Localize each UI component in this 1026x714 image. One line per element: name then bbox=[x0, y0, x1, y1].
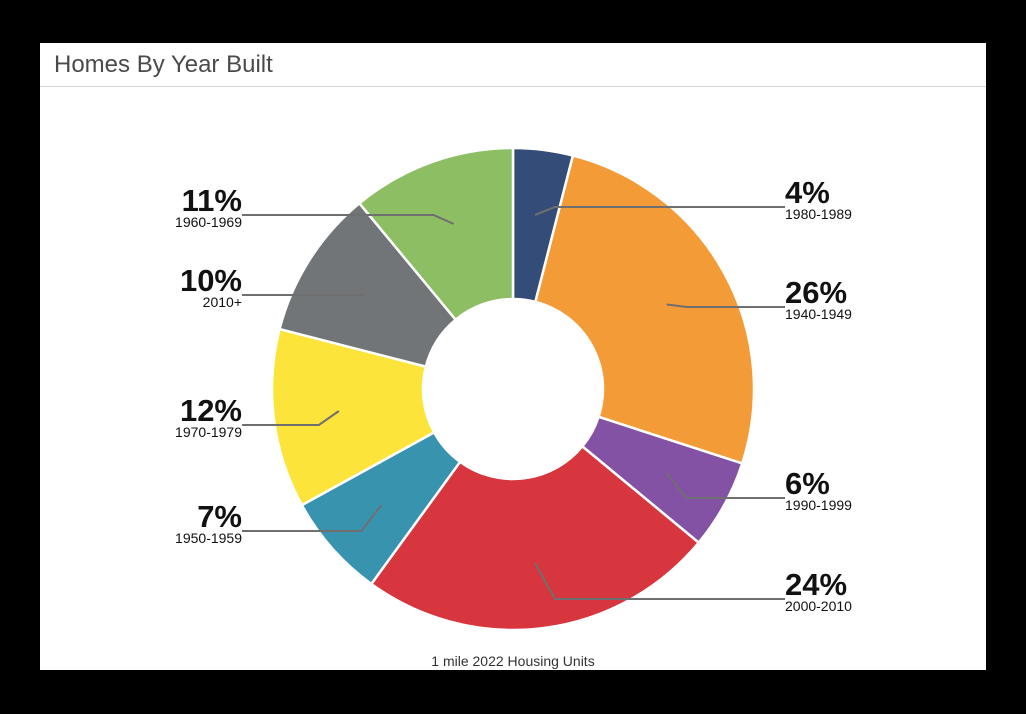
category-label-2000-2010: 2000-2010 bbox=[785, 598, 852, 614]
value-label-1990-1999: 6% bbox=[785, 466, 830, 501]
donut-chart: 4%1980-1989 26%1940-1949 6%1990-1999 24%200… bbox=[175, 146, 852, 669]
leader-1950-1959 bbox=[242, 504, 383, 532]
donut-slices bbox=[270, 146, 756, 632]
category-label-1980-1989: 1980-1989 bbox=[785, 206, 852, 222]
slice-labels: 4%1980-1989 26%1940-1949 6%1990-1999 24%200… bbox=[175, 175, 852, 614]
leader-1970-1979 bbox=[242, 410, 340, 426]
slice-1960-1969 bbox=[357, 146, 515, 322]
leader-2000-2010 bbox=[534, 562, 785, 600]
value-label-1960-1969: 11% bbox=[182, 183, 242, 218]
slice-1940-1949 bbox=[533, 154, 756, 466]
chart-caption: 1 mile 2022 Housing Units bbox=[431, 653, 594, 669]
category-label-1960-1969: 1960-1969 bbox=[175, 214, 242, 230]
chart-card: Homes By Year Built 4% 1980-1989 26% 1940-1… bbox=[40, 43, 986, 670]
slice-2000-2010 bbox=[369, 444, 701, 632]
leader-1980-1989 bbox=[534, 206, 785, 216]
category-label-2010: 2010+ bbox=[203, 294, 242, 310]
slice-1970-1979 bbox=[270, 327, 436, 507]
card-title: Homes By Year Built bbox=[54, 51, 273, 78]
leader-1960-1969 bbox=[242, 214, 454, 225]
category-label-1990-1999: 1990-1999 bbox=[785, 497, 852, 513]
card-header: Homes By Year Built bbox=[40, 43, 986, 87]
leader-lines bbox=[242, 206, 785, 600]
category-label-1970-1979: 1970-1979 bbox=[175, 424, 242, 440]
value-label-1950-1959: 7% bbox=[197, 499, 242, 534]
leader-1990-1999 bbox=[666, 472, 785, 499]
value-label-1980-1989: 4% bbox=[785, 175, 830, 210]
value-label-2010: 10% bbox=[180, 263, 242, 298]
value-label-1940-1949: 26% bbox=[785, 275, 847, 310]
category-label-1950-1959: 1950-1959 bbox=[175, 530, 242, 546]
category-label-1940-1949: 1940-1949 bbox=[785, 306, 852, 322]
value-label-2000-2010: 24% bbox=[785, 567, 847, 602]
leader-1940-1949 bbox=[666, 303, 785, 308]
value-label-1970-1979: 12% bbox=[180, 393, 242, 428]
